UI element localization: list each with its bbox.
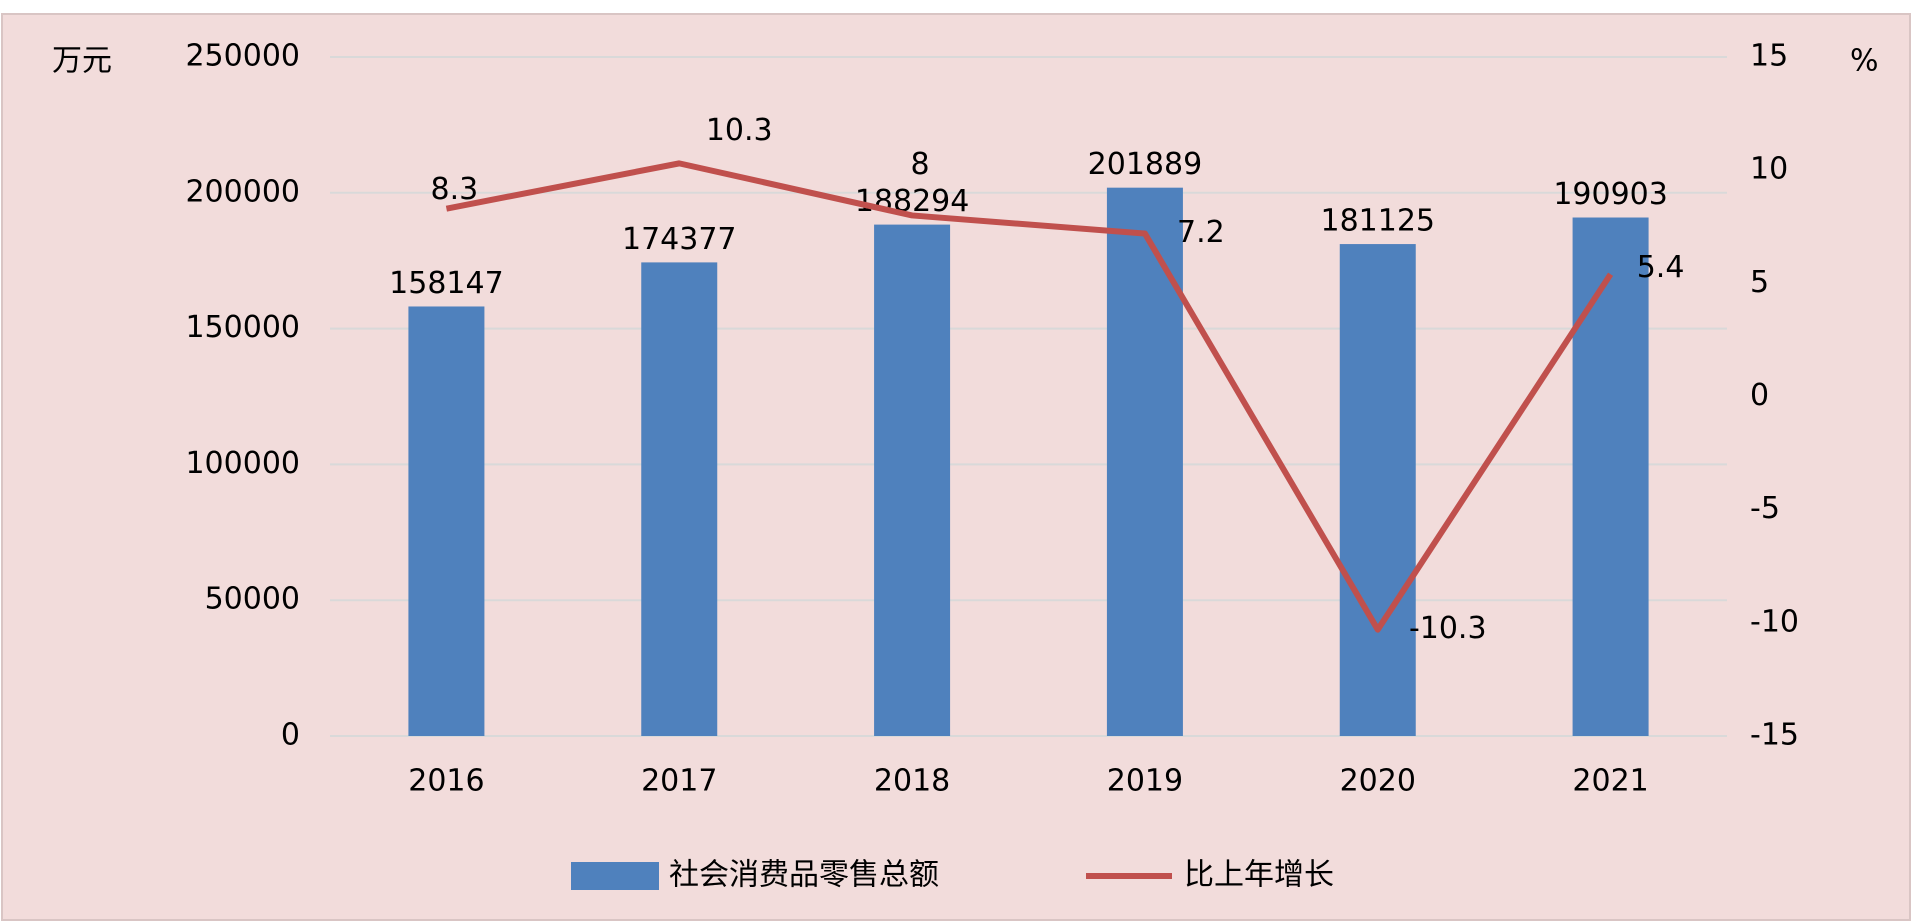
bar bbox=[1106, 187, 1183, 736]
y-tick-label: 100000 bbox=[185, 446, 300, 481]
line bbox=[445, 160, 1614, 633]
x-tick-label: 2016 bbox=[408, 764, 484, 799]
y2-tick-label: 10 bbox=[1750, 152, 1788, 187]
y2-tick-label: 15 bbox=[1750, 39, 1788, 74]
x-tick-label: 2021 bbox=[1572, 764, 1648, 799]
bar-value-label: 158147 bbox=[389, 266, 504, 301]
y-tick-label: 250000 bbox=[185, 39, 300, 74]
x-tick-label: 2018 bbox=[874, 764, 950, 799]
y-tick-label: 150000 bbox=[185, 310, 300, 345]
bar-value-label: 201889 bbox=[1088, 147, 1203, 182]
y2-tick-label: 0 bbox=[1750, 378, 1769, 413]
x-tick-label: 2020 bbox=[1340, 764, 1416, 799]
legend-label: 社会消费品零售总额 bbox=[669, 858, 939, 893]
y-tick-label: 50000 bbox=[205, 582, 300, 617]
y2-axis-label: % bbox=[1850, 44, 1879, 79]
line-value-label: 8 bbox=[911, 147, 930, 182]
bar bbox=[1339, 244, 1416, 736]
y2-tick-label: -5 bbox=[1750, 491, 1780, 526]
legend-swatch bbox=[571, 862, 659, 890]
bar bbox=[1572, 217, 1649, 736]
line-value-label: 10.3 bbox=[706, 113, 773, 148]
bar bbox=[641, 262, 718, 736]
bar bbox=[408, 306, 485, 736]
y-axis-label: 万元 bbox=[52, 44, 112, 79]
bar-value-label: 174377 bbox=[622, 222, 737, 257]
y-tick-label: 200000 bbox=[185, 174, 300, 209]
y2-tick-label: 5 bbox=[1750, 265, 1769, 300]
line-value-label: 5.4 bbox=[1637, 250, 1685, 285]
y-tick-label: 0 bbox=[281, 718, 300, 753]
bar bbox=[874, 224, 951, 736]
legend-label: 比上年增长 bbox=[1184, 858, 1334, 893]
x-tick-label: 2017 bbox=[641, 764, 717, 799]
line-value-label: 7.2 bbox=[1177, 215, 1225, 250]
line-value-label: -10.3 bbox=[1409, 611, 1487, 646]
bar-value-label: 181125 bbox=[1320, 204, 1435, 239]
bar-value-label: 190903 bbox=[1553, 177, 1668, 212]
line-value-label: 8.3 bbox=[431, 172, 479, 207]
y2-tick-label: -10 bbox=[1750, 604, 1799, 639]
x-tick-label: 2019 bbox=[1107, 764, 1183, 799]
y2-tick-label: -15 bbox=[1750, 718, 1799, 753]
